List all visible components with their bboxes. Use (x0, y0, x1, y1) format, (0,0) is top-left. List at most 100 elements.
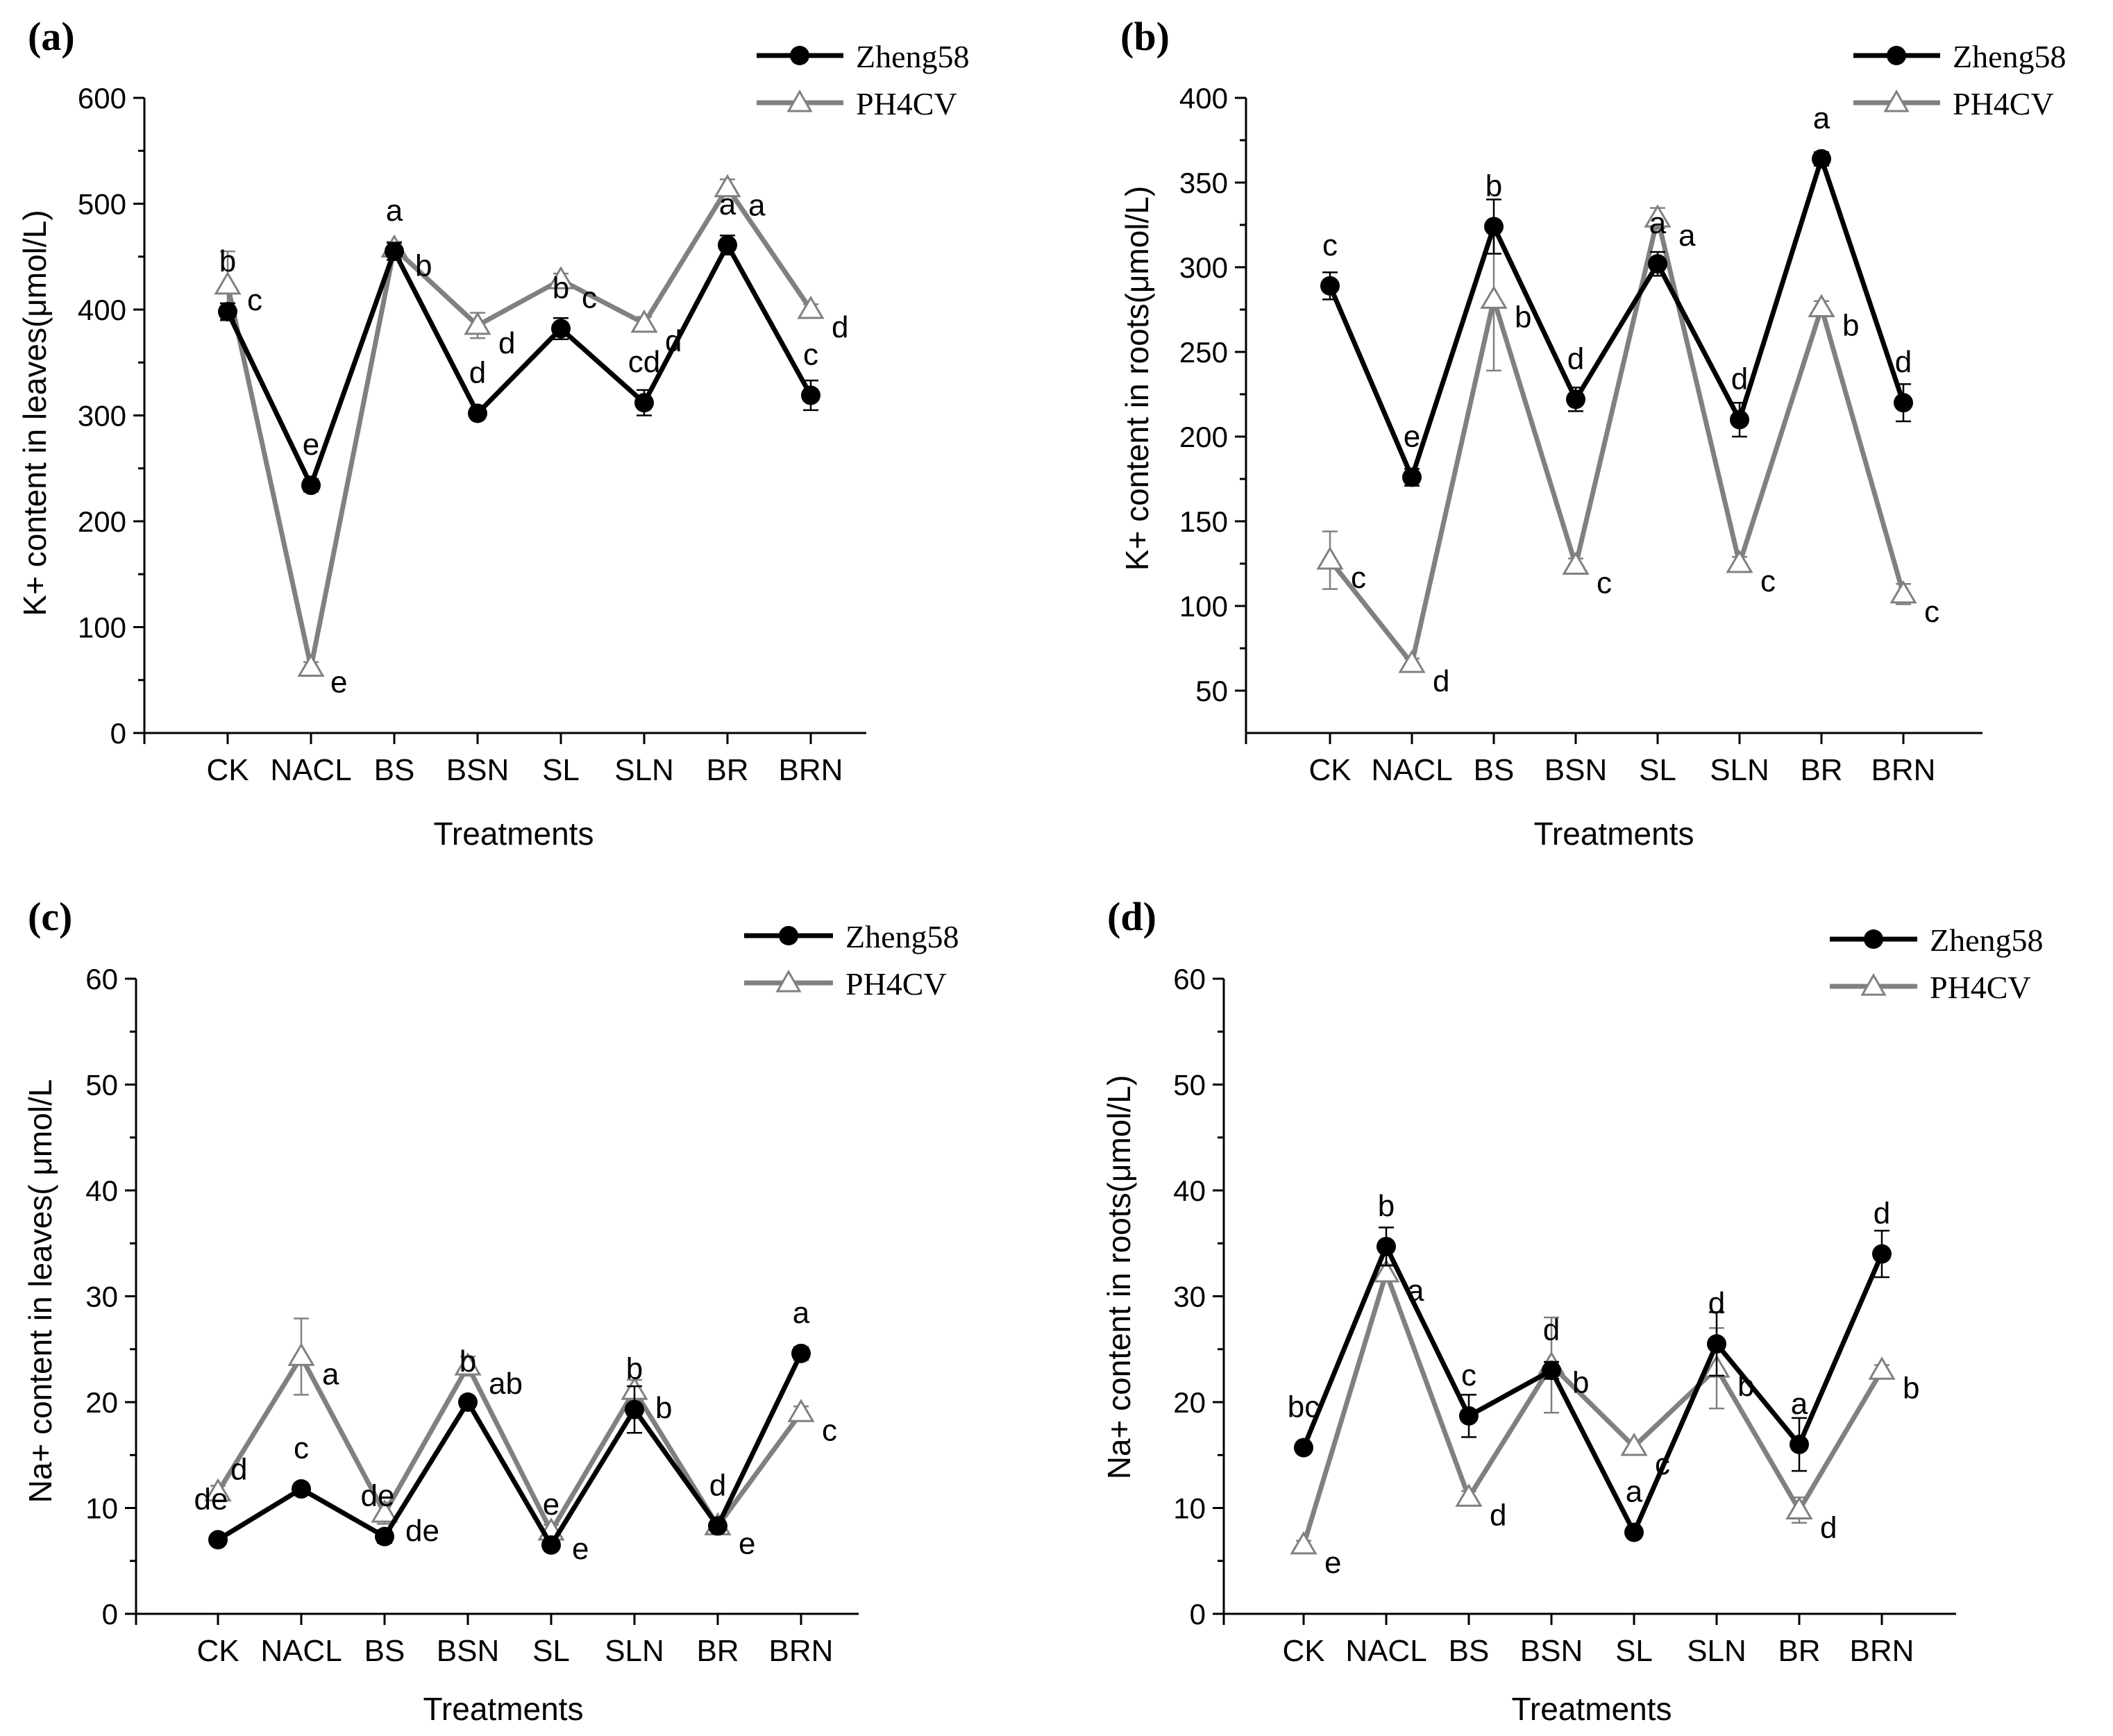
significance-label: d (469, 355, 486, 389)
data-point-zheng58 (551, 319, 571, 339)
x-tick-label: NACL (270, 753, 351, 787)
data-point-zheng58 (1542, 1360, 1561, 1381)
significance-label: d (1433, 664, 1449, 698)
x-axis-title: Treatments (434, 816, 594, 852)
significance-label: a (1626, 1475, 1643, 1509)
legend-marker-ph4cv (775, 969, 802, 993)
data-point-zheng58 (375, 1526, 394, 1547)
data-point-ph4cv (1644, 204, 1672, 228)
y-tick-label: 200 (1179, 421, 1228, 453)
x-tick-label: CK (196, 1634, 239, 1668)
data-point-ph4cv (714, 174, 741, 198)
y-tick-label: 20 (1173, 1386, 1206, 1419)
x-tick-label: SL (1615, 1634, 1653, 1668)
legend: Zheng58 PH4CV (744, 919, 959, 1002)
significance-label: b (1378, 1189, 1395, 1223)
x-tick-label: BSN (1544, 753, 1607, 787)
legend-marker-zheng58 (1887, 46, 1906, 65)
legend-entry-ph4cv: PH4CV (1853, 86, 2054, 121)
data-point-zheng58 (301, 475, 321, 496)
data-point-zheng58 (218, 302, 237, 322)
x-tick-label: NACL (1345, 1634, 1426, 1668)
data-point-ph4cv (1785, 1496, 1813, 1520)
y-tick-label: 100 (78, 612, 126, 644)
x-tick-label: BSN (437, 1634, 499, 1668)
significance-label: e (1324, 1546, 1341, 1580)
significance-label: d (832, 310, 848, 344)
x-tick-label: SL (1639, 753, 1676, 787)
significance-label: ab (489, 1367, 523, 1401)
y-tick-label: 50 (85, 1069, 118, 1102)
y-tick-label: 100 (1179, 590, 1228, 623)
x-tick-label: BS (364, 1634, 405, 1668)
significance-label: a (386, 194, 403, 228)
y-tick-label: 250 (1179, 336, 1228, 369)
data-point-ph4cv (204, 1478, 232, 1502)
significance-label: c (1461, 1358, 1476, 1392)
y-axis-title: K+ content in leaves(μmol/L) (17, 210, 53, 616)
legend-entry-zheng58: Zheng58 (1853, 39, 2066, 74)
data-point-zheng58 (1377, 1236, 1396, 1256)
y-tick-label: 10 (85, 1492, 118, 1525)
significance-label: d (230, 1453, 247, 1487)
data-point-ph4cv (214, 271, 242, 295)
panel-d: (d) 0 10 20 30 40 50 60 CK NACL BS BSN SL SLN BR BRN e a… (1101, 894, 2044, 1727)
data-point-zheng58 (1484, 217, 1504, 237)
data-point-zheng58 (385, 242, 404, 262)
significance-label: d (1567, 342, 1584, 376)
significance-label: e (303, 428, 319, 462)
significance-label: a (793, 1296, 810, 1330)
y-tick-label: 300 (78, 400, 126, 432)
data-point-zheng58 (1459, 1406, 1479, 1426)
panel-b: (b) 50 100 150 200 250 300 350 400 CK NACL BS BSN SL… (1119, 14, 2066, 852)
series-line-zheng58 (1327, 151, 1906, 484)
y-axis-title: Na+ content in leaves( μmol/L (22, 1079, 58, 1503)
legend-marker-ph4cv (1860, 972, 1887, 996)
data-point-ph4cv (630, 309, 658, 333)
panel-letter: (d) (1107, 894, 1156, 939)
x-tick-label: BR (696, 1634, 739, 1668)
data-point-ph4cv (1868, 1356, 1896, 1380)
legend-entry-zheng58: Zheng58 (757, 39, 970, 74)
y-tick-label: 0 (1190, 1598, 1206, 1630)
significance-label: c (822, 1413, 837, 1447)
panel-letter: (a) (28, 14, 75, 59)
x-tick-label: BS (374, 753, 415, 787)
panel-letter: (c) (28, 894, 72, 939)
x-tick-label: BR (1800, 753, 1842, 787)
series-line-zheng58 (217, 1352, 804, 1550)
legend-label-ph4cv: PH4CV (1953, 86, 2054, 121)
significance-label: d (1820, 1511, 1837, 1545)
significance-label: e (330, 665, 347, 699)
significance-label: a (1678, 219, 1696, 253)
x-tick-label: SL (542, 753, 580, 787)
data-point-ph4cv (1455, 1483, 1483, 1507)
significance-label: b (219, 244, 236, 278)
y-tick-label: 600 (78, 82, 126, 115)
significance-label: d (1895, 345, 1912, 379)
legend-marker-zheng58 (779, 926, 798, 945)
data-point-ph4cv (297, 653, 325, 677)
significance-label: c (1322, 228, 1338, 262)
legend-label-zheng58: Zheng58 (1953, 39, 2066, 74)
y-tick-label: 20 (85, 1386, 118, 1419)
legend-entry-ph4cv: PH4CV (744, 966, 947, 1002)
data-point-ph4cv (1398, 649, 1426, 673)
significance-label: c (1924, 595, 1939, 629)
x-tick-label: CK (1282, 1634, 1324, 1668)
significance-label: d (1731, 362, 1748, 396)
significance-label: d (1708, 1286, 1725, 1320)
data-point-ph4cv (287, 1342, 315, 1366)
y-tick-label: 300 (1179, 251, 1228, 284)
significance-label: c (1760, 564, 1776, 598)
data-point-ph4cv (797, 296, 825, 319)
data-point-zheng58 (1566, 389, 1585, 410)
y-tick-label: 400 (78, 294, 126, 326)
significance-label: b (1572, 1366, 1589, 1400)
significance-label: c (247, 283, 262, 317)
data-point-zheng58 (1872, 1244, 1892, 1264)
significance-label: b (460, 1345, 476, 1379)
significance-label: e (739, 1526, 755, 1560)
data-point-ph4cv (1290, 1531, 1318, 1555)
x-axis-title: Treatments (423, 1691, 584, 1727)
